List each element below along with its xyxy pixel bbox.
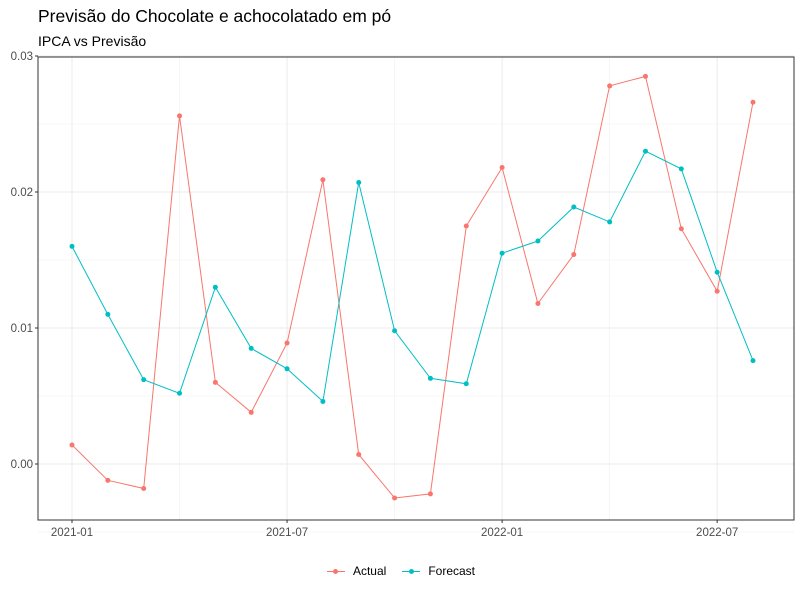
- data-point-forecast: [177, 390, 183, 396]
- data-point-actual: [750, 99, 756, 105]
- x-tick-label: 2021-07: [266, 527, 308, 539]
- data-point-actual: [320, 177, 326, 183]
- data-point-actual: [535, 301, 541, 307]
- data-point-actual: [284, 340, 290, 346]
- data-point-forecast: [356, 179, 362, 185]
- data-point-actual: [356, 451, 362, 457]
- data-point-forecast: [392, 328, 398, 334]
- data-point-forecast: [642, 148, 648, 154]
- series-line-actual: [71, 75, 754, 499]
- data-point-actual: [642, 73, 648, 79]
- legend-key-forecast: [400, 565, 422, 577]
- legend-item-forecast: Forecast: [400, 564, 475, 578]
- y-tick-label: 0.00: [11, 459, 33, 471]
- series-line-forecast: [71, 150, 754, 403]
- data-point-forecast: [427, 375, 433, 381]
- data-point-actual: [105, 477, 111, 483]
- y-tick-label: 0.02: [11, 187, 33, 199]
- y-tick-label: 0.01: [11, 323, 33, 335]
- data-point-forecast: [69, 243, 75, 249]
- data-point-actual: [177, 113, 183, 119]
- legend-key-actual: [325, 565, 347, 577]
- legend-item-actual: Actual: [325, 564, 386, 578]
- data-point-actual: [463, 223, 469, 229]
- chart-subtitle: IPCA vs Previsão: [38, 33, 147, 49]
- data-point-forecast: [212, 284, 218, 290]
- data-point-forecast: [463, 381, 469, 387]
- data-point-actual: [69, 442, 75, 448]
- data-point-forecast: [320, 398, 326, 404]
- data-point-forecast: [248, 345, 254, 351]
- data-point-forecast: [607, 219, 613, 225]
- data-point-forecast: [499, 250, 505, 256]
- x-tick-label: 2021-01: [51, 527, 93, 539]
- y-tick-label: 0.03: [11, 51, 33, 63]
- data-point-actual: [141, 485, 147, 491]
- data-point-actual: [607, 83, 613, 89]
- x-tick-label: 2022-07: [696, 527, 738, 539]
- data-point-forecast: [535, 238, 541, 244]
- x-tick-label: 2022-01: [481, 527, 523, 539]
- plot-panel-border: [37, 56, 795, 521]
- data-point-forecast: [105, 311, 111, 317]
- data-point-forecast: [750, 358, 756, 364]
- data-point-actual: [678, 226, 684, 232]
- legend-label-actual: Actual: [352, 564, 387, 578]
- data-point-actual: [212, 379, 218, 385]
- legend: Actual Forecast: [0, 564, 800, 578]
- data-point-actual: [392, 495, 398, 501]
- data-point-actual: [714, 288, 720, 294]
- legend-label-forecast: Forecast: [428, 564, 476, 578]
- data-point-actual: [248, 409, 254, 415]
- data-point-forecast: [571, 204, 577, 210]
- data-point-forecast: [678, 166, 684, 172]
- data-point-forecast: [284, 366, 290, 372]
- data-point-forecast: [714, 269, 720, 275]
- chart-title: Previsão do Chocolate e achocolatado em …: [38, 6, 392, 26]
- data-point-actual: [499, 165, 505, 171]
- data-point-actual: [427, 491, 433, 497]
- data-point-actual: [571, 252, 577, 258]
- data-point-forecast: [141, 377, 147, 383]
